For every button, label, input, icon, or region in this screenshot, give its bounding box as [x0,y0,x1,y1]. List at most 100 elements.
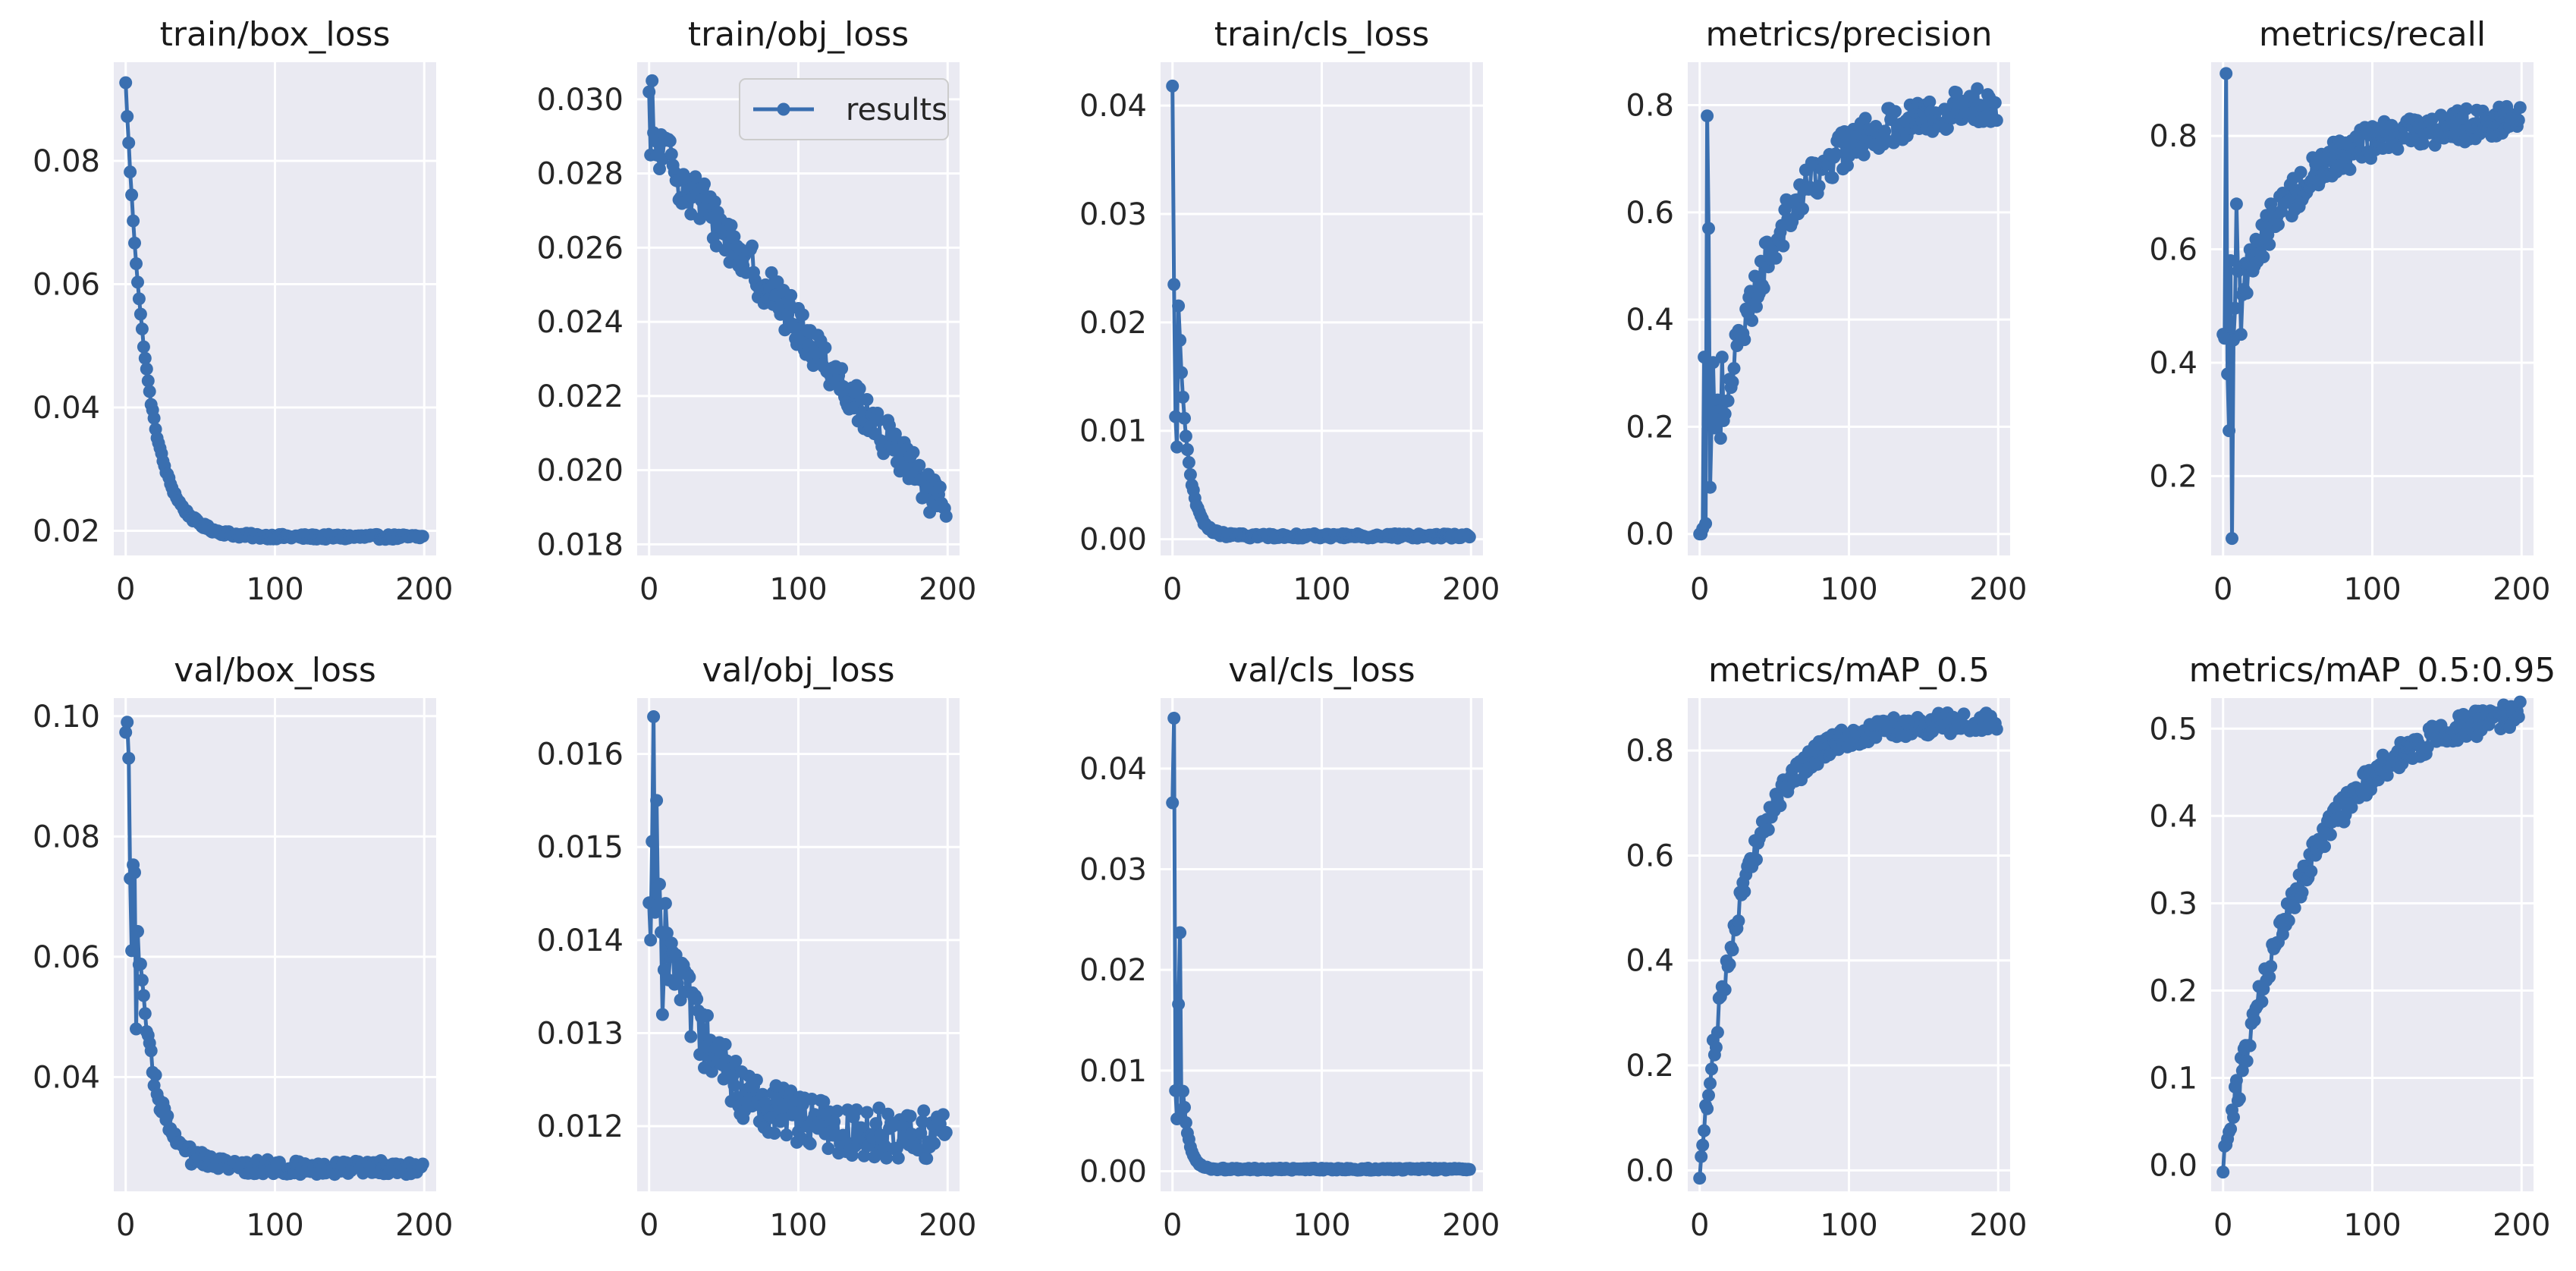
data-point [1988,96,2002,109]
data-point [684,1030,698,1043]
panel-title: metrics/recall [2259,15,2486,54]
data-point [1714,432,1727,445]
series-markers [2216,695,2527,1179]
data-point [1462,530,1476,544]
panel-metrics-precision: 0 100 200 0.0 0.2 0.4 0.6 0.8 metrics/precision [1626,15,2027,607]
data-point [655,1008,669,1021]
y-tick-label: 0.4 [2149,799,2197,834]
data-point [1773,799,1787,813]
x-tick-label: 0 [116,1208,135,1243]
data-point [658,897,672,911]
series-markers [642,74,953,523]
series-markers [2216,67,2527,546]
panel-title: val/obj_loss [702,651,894,690]
data-point [936,1108,950,1122]
data-point [646,835,659,848]
data-point [132,292,146,306]
data-point [1172,997,1186,1011]
data-point [701,1008,714,1022]
data-point [705,1065,718,1078]
legend-label: results [846,93,947,127]
y-tick-label: 0.5 [2149,712,2197,747]
y-tick-label: 0.022 [536,379,624,414]
data-point [143,385,156,398]
data-point [2513,101,2527,115]
panel-metrics-recall: 0 100 200 0.2 0.4 0.6 0.8 metrics/recall [2149,15,2550,607]
series-markers [1693,706,2003,1185]
data-point [1183,468,1197,481]
data-point [906,445,920,459]
data-point [416,1157,429,1171]
data-point [1990,114,2003,127]
data-point [2343,162,2357,176]
data-point [2229,301,2241,315]
data-point [125,188,139,202]
y-tick-label: 0.012 [536,1109,624,1144]
data-point [664,147,678,161]
data-point [860,1106,874,1119]
data-point [1711,1026,1724,1039]
y-tick-label: 0.01 [1079,414,1147,449]
data-point [780,1128,793,1142]
x-tick-label: 0 [1690,572,1709,607]
data-point [137,340,150,354]
data-point [131,275,144,289]
y-tick-label: 0.016 [536,738,624,772]
data-point [1704,480,1717,494]
data-point [690,993,704,1006]
data-point [2282,193,2295,207]
data-point [121,110,134,123]
y-tick-label: 0.030 [536,83,624,118]
y-tick-label: 0.03 [1079,197,1147,232]
data-point [857,1149,871,1162]
x-tick-label: 200 [1442,1208,1500,1243]
data-point [642,85,656,99]
data-point [786,1108,800,1122]
y-tick-label: 0.01 [1079,1054,1147,1089]
series-markers [1166,712,1476,1177]
y-tick-label: 0.8 [2149,119,2197,154]
data-point [914,1126,928,1140]
data-point [127,214,140,228]
data-point [787,321,801,335]
y-tick-label: 0.10 [33,700,100,735]
y-tick-label: 0.08 [33,820,100,854]
data-point [140,362,153,376]
y-tick-label: 0.04 [1079,89,1147,124]
data-point [2240,286,2254,300]
data-point [1738,885,1751,898]
data-point [1166,796,1180,810]
data-point [1175,366,1188,379]
x-tick-label: 200 [2493,572,2550,607]
data-point [2416,137,2430,150]
y-tick-label: 0.4 [1626,944,1674,979]
data-point [837,1128,850,1142]
y-tick-label: 0.6 [2149,233,2197,268]
data-point [2240,1054,2254,1068]
data-point [1696,1138,1710,1152]
y-tick-label: 0.3 [2149,886,2197,921]
y-tick-label: 0.024 [536,305,624,340]
data-point [1182,456,1195,469]
data-point [1721,394,1735,407]
data-point [2345,801,2358,814]
data-point [644,933,658,947]
data-point [138,1007,152,1021]
data-point [2318,840,2331,854]
y-tick-label: 0.0 [2149,1148,2197,1183]
data-point [869,1117,883,1131]
data-point [1180,443,1194,457]
data-point [2248,1014,2261,1027]
data-point [939,509,953,523]
data-point [144,1044,158,1058]
x-tick-label: 0 [639,572,658,607]
y-tick-label: 0.4 [1626,303,1674,338]
data-point [2513,695,2527,709]
panel-title: val/cls_loss [1228,651,1415,690]
y-tick-label: 0.02 [1079,306,1147,341]
data-point [2304,864,2318,878]
data-point [1761,823,1775,836]
panel-val-cls-loss: 0 100 200 0.00 0.01 0.02 0.03 0.04 val/cls_loss [1079,651,1500,1243]
y-tick-label: 0.04 [33,391,100,426]
x-tick-label: 0 [1163,1208,1182,1243]
